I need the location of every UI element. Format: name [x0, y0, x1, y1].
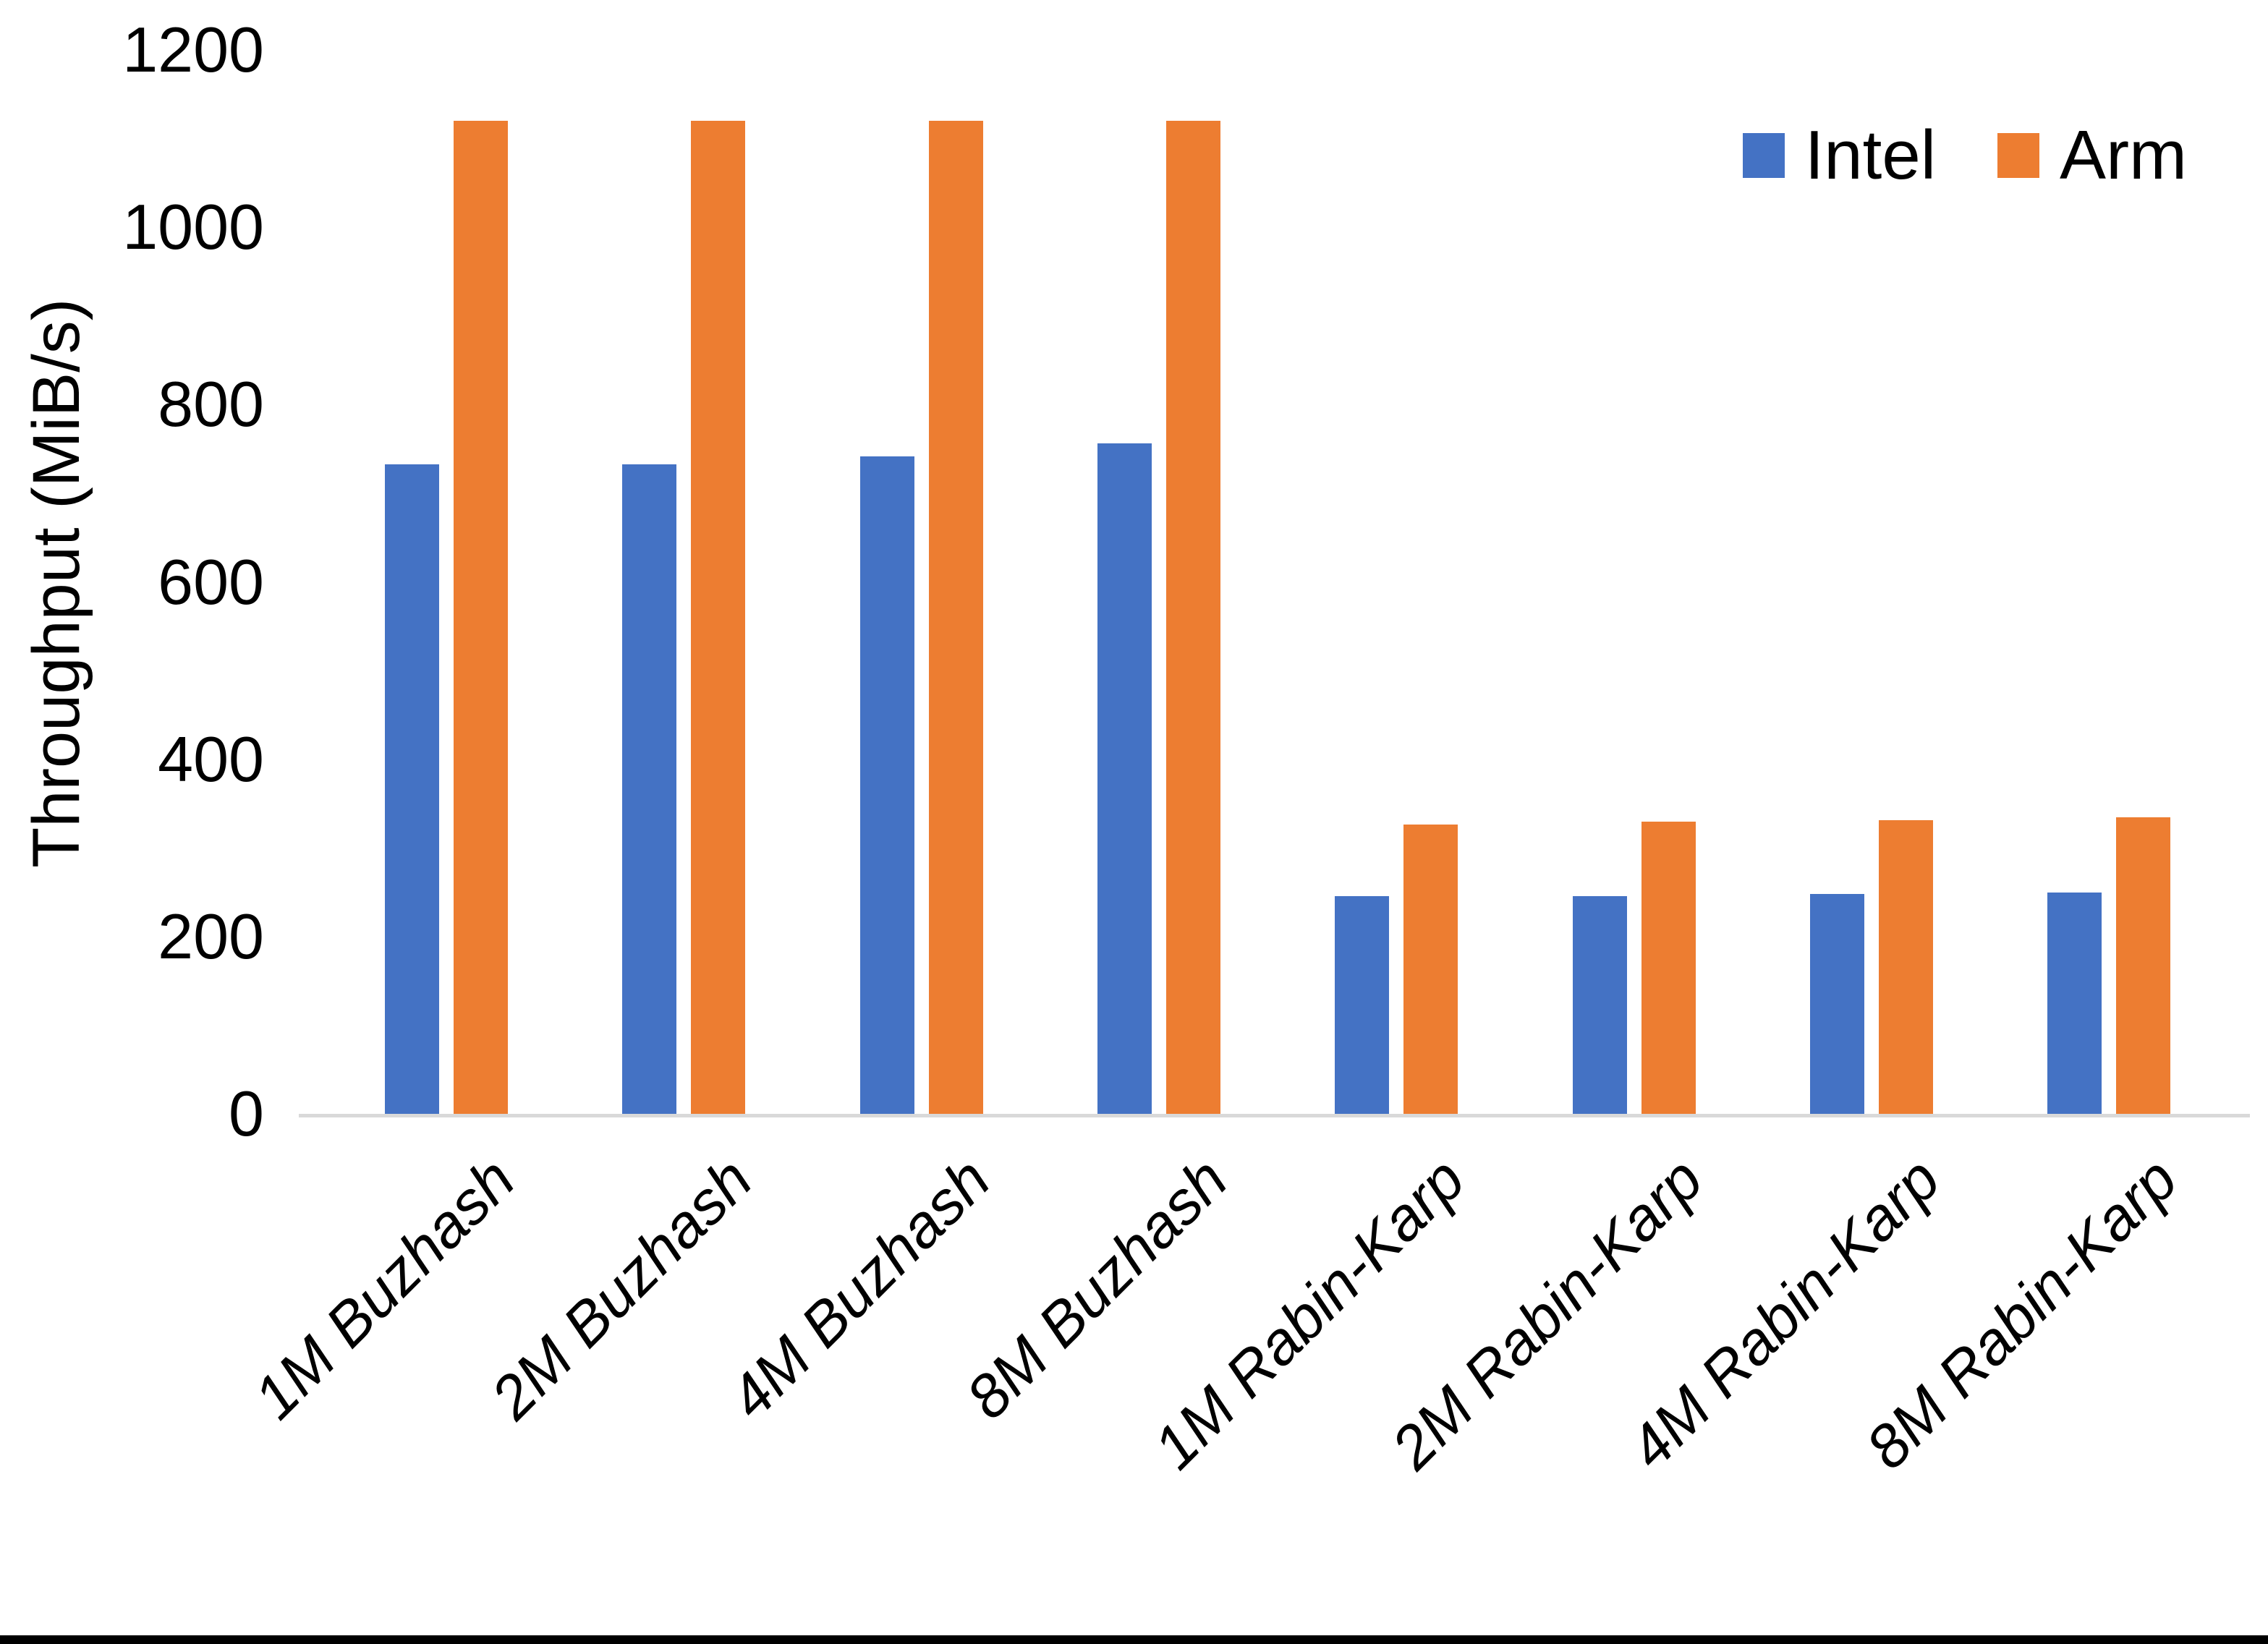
bar-arm-2m-buzhash [691, 120, 746, 1115]
bar-intel-4m-buzhash [859, 456, 914, 1115]
y-tick-label-1000: 1000 [122, 191, 264, 263]
y-tick-label-400: 400 [158, 723, 264, 795]
y-axis-tick-labels: 0 200 400 600 800 1000 1200 [0, 14, 264, 1149]
bar-arm-1m-rabin-karp [1403, 824, 1458, 1115]
legend-swatch-intel [1742, 133, 1785, 178]
y-tick-label-1200: 1200 [122, 13, 264, 85]
bar-group-4m-rabin-karp [1809, 51, 1933, 1115]
bar-intel-2m-rabin-karp [1572, 896, 1627, 1115]
legend-label-intel: Intel [1804, 116, 1937, 194]
x-category-label-1m-buzhash: 1M Buzhash [240, 1144, 528, 1432]
x-category-label-4m-buzhash: 4M Buzhash [715, 1144, 1003, 1432]
x-category-label-2m-buzhash: 2M Buzhash [477, 1144, 765, 1432]
y-tick-label-600: 600 [158, 545, 264, 618]
bar-arm-4m-buzhash [928, 120, 983, 1115]
x-category-label-1m-rabin-karp: 1M Rabin-Karp [1140, 1144, 1478, 1482]
bar-intel-1m-buzhash [385, 464, 439, 1115]
y-tick-label-0: 0 [229, 1077, 264, 1149]
legend-item-intel: Intel [1742, 116, 1937, 195]
legend-item-arm: Arm [1997, 116, 2187, 195]
bottom-border-line [0, 1635, 2268, 1644]
y-tick-label-800: 800 [158, 368, 264, 440]
x-category-label-4m-rabin-karp: 4M Rabin-Karp [1615, 1144, 1953, 1482]
x-category-label-8m-rabin-karp: 8M Rabin-Karp [1853, 1144, 2191, 1482]
x-category-label-8m-buzhash: 8M Buzhash [953, 1144, 1241, 1432]
bar-intel-8m-buzhash [1097, 443, 1152, 1115]
legend-label-arm: Arm [2060, 116, 2187, 194]
bar-arm-1m-buzhash [454, 120, 508, 1115]
bar-group-2m-rabin-karp [1572, 51, 1696, 1115]
bar-group-8m-buzhash [1097, 51, 1220, 1115]
bar-intel-1m-rabin-karp [1335, 896, 1390, 1115]
bar-intel-2m-buzhash [622, 464, 677, 1115]
bar-group-2m-buzhash [622, 51, 746, 1115]
bar-intel-8m-rabin-karp [2047, 893, 2102, 1115]
bar-group-8m-rabin-karp [2047, 51, 2171, 1115]
y-tick-label-200: 200 [158, 900, 264, 972]
bar-arm-4m-rabin-karp [1878, 819, 1933, 1115]
x-axis-line [299, 1114, 2250, 1117]
x-category-label-2m-rabin-karp: 2M Rabin-Karp [1377, 1144, 1715, 1482]
bar-group-1m-rabin-karp [1335, 51, 1458, 1115]
legend-swatch-arm [1997, 133, 2040, 178]
plot-area [299, 51, 2250, 1115]
bar-arm-8m-rabin-karp [2116, 817, 2171, 1115]
legend: Intel Arm [1742, 116, 2187, 195]
bar-arm-8m-buzhash [1165, 120, 1220, 1115]
bar-intel-4m-rabin-karp [1809, 893, 1864, 1115]
bar-group-4m-buzhash [859, 51, 983, 1115]
bar-group-1m-buzhash [385, 51, 508, 1115]
bar-arm-2m-rabin-karp [1641, 822, 1696, 1115]
